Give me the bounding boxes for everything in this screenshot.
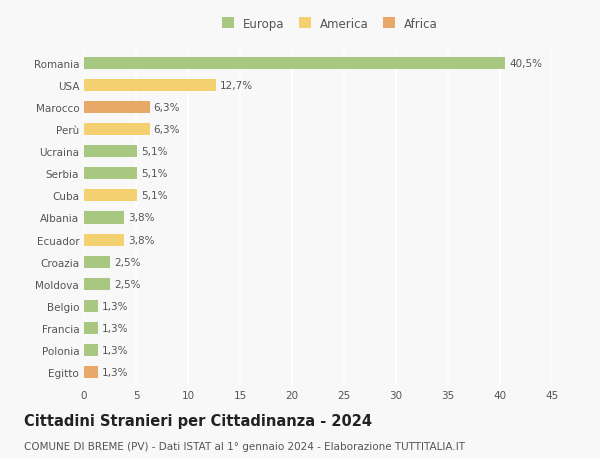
Bar: [84, 300, 98, 312]
Text: 3,8%: 3,8%: [128, 213, 154, 223]
Text: 12,7%: 12,7%: [220, 81, 253, 91]
Text: 1,3%: 1,3%: [101, 323, 128, 333]
Bar: [84, 366, 98, 378]
Text: 3,8%: 3,8%: [128, 235, 154, 245]
Text: 1,3%: 1,3%: [101, 345, 128, 355]
Bar: [84, 168, 137, 180]
Bar: [84, 344, 98, 356]
Text: Cittadini Stranieri per Cittadinanza - 2024: Cittadini Stranieri per Cittadinanza - 2…: [24, 413, 372, 428]
Bar: [84, 212, 124, 224]
Bar: [84, 256, 110, 268]
Legend: Europa, America, Africa: Europa, America, Africa: [217, 13, 443, 35]
Text: 1,3%: 1,3%: [101, 367, 128, 377]
Text: 1,3%: 1,3%: [101, 301, 128, 311]
Bar: [84, 102, 149, 114]
Text: COMUNE DI BREME (PV) - Dati ISTAT al 1° gennaio 2024 - Elaborazione TUTTITALIA.I: COMUNE DI BREME (PV) - Dati ISTAT al 1° …: [24, 441, 465, 451]
Bar: [84, 322, 98, 334]
Text: 5,1%: 5,1%: [141, 191, 168, 201]
Text: 40,5%: 40,5%: [509, 59, 542, 69]
Bar: [84, 278, 110, 290]
Bar: [84, 190, 137, 202]
Text: 2,5%: 2,5%: [114, 257, 140, 267]
Text: 5,1%: 5,1%: [141, 147, 168, 157]
Text: 2,5%: 2,5%: [114, 279, 140, 289]
Text: 6,3%: 6,3%: [154, 103, 180, 113]
Text: 6,3%: 6,3%: [154, 125, 180, 135]
Bar: [84, 80, 216, 92]
Text: 5,1%: 5,1%: [141, 169, 168, 179]
Bar: [84, 146, 137, 158]
Bar: [84, 124, 149, 136]
Bar: [84, 234, 124, 246]
Bar: [84, 58, 505, 70]
